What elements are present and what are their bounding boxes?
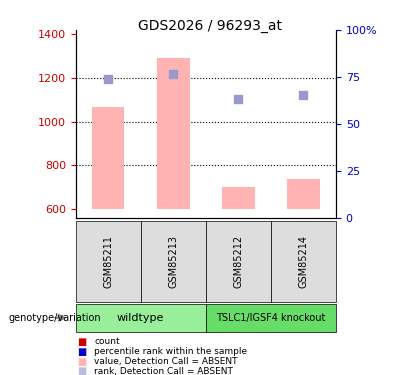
Text: rank, Detection Call = ABSENT: rank, Detection Call = ABSENT [94, 367, 234, 375]
Text: TSLC1/IGSF4 knockout: TSLC1/IGSF4 knockout [216, 313, 326, 323]
Bar [222, 187, 255, 209]
Text: ■: ■ [77, 337, 87, 347]
Point [105, 76, 112, 82]
Text: GDS2026 / 96293_at: GDS2026 / 96293_at [138, 19, 282, 33]
Bar [76, 304, 206, 332]
Text: count: count [94, 338, 120, 346]
Text: GSM85214: GSM85214 [299, 235, 308, 288]
Bar [141, 221, 206, 302]
Point [170, 70, 177, 76]
Point [300, 92, 307, 98]
Bar [92, 107, 124, 209]
Text: GSM85211: GSM85211 [103, 235, 113, 288]
Text: ■: ■ [77, 366, 87, 375]
Text: genotype/variation: genotype/variation [8, 313, 101, 323]
Bar [206, 221, 271, 302]
Text: ■: ■ [77, 357, 87, 366]
Text: GSM85213: GSM85213 [168, 235, 178, 288]
Point [235, 96, 242, 102]
Bar [287, 179, 320, 209]
Bar [271, 221, 336, 302]
Text: wildtype: wildtype [117, 313, 164, 323]
Text: GSM85212: GSM85212 [234, 235, 243, 288]
Text: ■: ■ [77, 347, 87, 357]
Text: percentile rank within the sample: percentile rank within the sample [94, 347, 248, 356]
Bar [76, 221, 141, 302]
Text: value, Detection Call = ABSENT: value, Detection Call = ABSENT [94, 357, 238, 366]
Bar [206, 304, 336, 332]
Bar [157, 58, 189, 209]
